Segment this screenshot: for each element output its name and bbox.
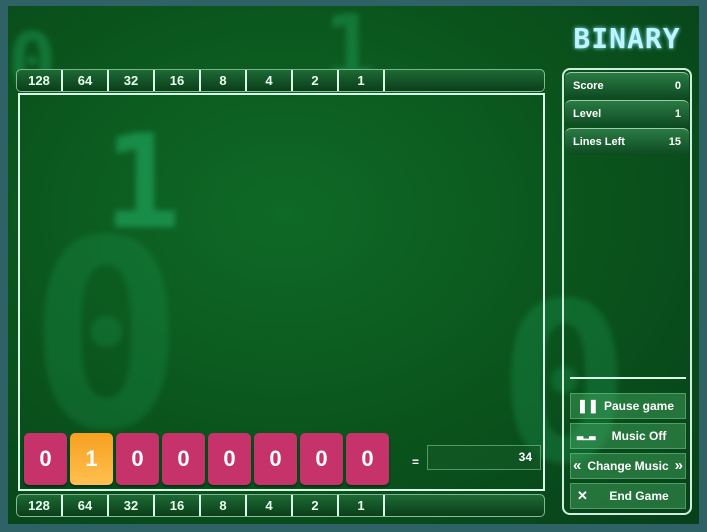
- pause-button[interactable]: ❚❚ Pause game: [570, 393, 686, 419]
- bottom-place-values: 128 64 32 16 8 4 2 1: [16, 494, 545, 517]
- music-label: Music Off: [611, 429, 667, 443]
- score-label: Score: [573, 80, 604, 92]
- place-value: 128: [17, 495, 63, 516]
- bit-tile[interactable]: 0: [116, 433, 159, 485]
- lines-left-label: Lines Left: [573, 136, 625, 148]
- bit-tile[interactable]: 0: [24, 433, 67, 485]
- game-logo: BINARY: [573, 22, 681, 55]
- level-value: 1: [674, 108, 681, 120]
- place-value: 32: [109, 70, 155, 91]
- lines-left-value: 15: [668, 136, 681, 148]
- place-value: 4: [247, 495, 293, 516]
- pause-icon: ❚❚: [577, 398, 599, 413]
- bit-tile[interactable]: 1: [70, 433, 113, 485]
- place-value: 4: [247, 70, 293, 91]
- level-label: Level: [573, 108, 602, 120]
- double-chevron-right-icon: »: [674, 457, 683, 474]
- equals-sign: =: [412, 455, 420, 469]
- background-digit: 1: [103, 106, 182, 258]
- music-bars-icon: ▃▁▃: [577, 431, 596, 440]
- divider: [570, 377, 686, 379]
- place-value: 8: [201, 70, 247, 91]
- top-place-values: 128 64 32 16 8 4 2 1: [16, 69, 545, 92]
- music-toggle-button[interactable]: ▃▁▃ Music Off: [570, 423, 686, 449]
- place-value: 128: [17, 70, 63, 91]
- double-chevron-left-icon: «: [573, 457, 582, 474]
- lines-left-row: Lines Left 15: [565, 128, 689, 155]
- close-icon: ✕: [577, 488, 588, 503]
- play-area: 0 1 0 0 0 0 0 0 = 34: [18, 93, 545, 491]
- bit-tile[interactable]: 0: [162, 433, 205, 485]
- bit-tile[interactable]: 0: [254, 433, 297, 485]
- place-value: 1: [339, 495, 385, 516]
- place-value: 64: [63, 70, 109, 91]
- place-value: 32: [109, 495, 155, 516]
- place-value: 16: [155, 70, 201, 91]
- bit-tile[interactable]: 0: [208, 433, 251, 485]
- place-value: 2: [293, 495, 339, 516]
- place-value: 8: [201, 495, 247, 516]
- bit-tile[interactable]: 0: [300, 433, 343, 485]
- place-value: 1: [339, 70, 385, 91]
- bit-tile[interactable]: 0: [346, 433, 389, 485]
- place-value: 16: [155, 495, 201, 516]
- change-music-label: Change Music: [587, 459, 669, 473]
- change-music-button[interactable]: « Change Music »: [570, 453, 686, 479]
- end-game-label: End Game: [609, 489, 669, 503]
- score-row: Score 0: [565, 72, 689, 99]
- end-game-button[interactable]: ✕ End Game: [570, 483, 686, 509]
- target-number: 34: [427, 445, 541, 470]
- pause-label: Pause game: [603, 399, 675, 413]
- score-value: 0: [674, 80, 681, 92]
- place-value: 2: [293, 70, 339, 91]
- place-value: 64: [63, 495, 109, 516]
- side-panel: Score 0 Level 1 Lines Left 15 ❚❚ Pause g…: [562, 68, 692, 515]
- game-stage: 0 1 1 0 0 128 64 32 16 8 4 2 1 0 1 0 0 0…: [8, 6, 699, 524]
- level-row: Level 1: [565, 100, 689, 127]
